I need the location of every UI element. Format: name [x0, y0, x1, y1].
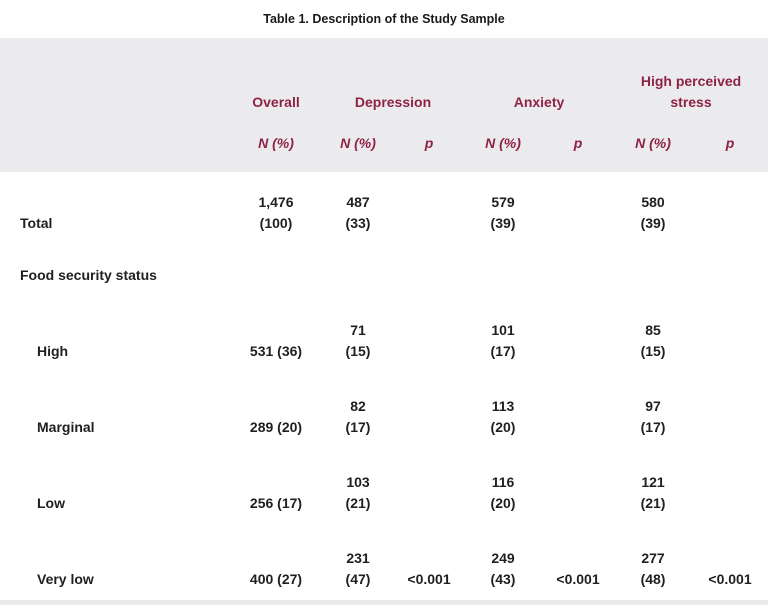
cell-depression-n: 82 (17) — [345, 398, 371, 435]
cell-stress-n: 277 (48) — [640, 550, 666, 587]
cell-stress-p — [692, 296, 768, 372]
cell-stress-p — [692, 244, 768, 296]
table-row-low: Low 256 (17) 103 (21) 116 (20) 121 (21) — [0, 448, 768, 524]
col-group-depression: Depression — [322, 38, 464, 122]
cell-depression-n: 487 (33) — [345, 194, 371, 231]
cell-depression-p — [394, 172, 464, 244]
cell-anxiety-n: 101 (17) — [490, 322, 516, 359]
label-column-header — [0, 38, 230, 122]
section-label: Food security status — [20, 267, 157, 283]
col-group-stress: High perceived stress — [614, 38, 768, 122]
cell-stress-p — [692, 448, 768, 524]
cell-anxiety-p — [542, 296, 614, 372]
table-row-very-low: Very low 400 (27) 231 (47) <0.001 249 (4… — [0, 524, 768, 600]
subheader-depression-p: p — [394, 122, 464, 172]
cell-anxiety-p — [542, 244, 614, 296]
cell-overall: 289 (20) — [249, 419, 303, 435]
cell-stress-n: 121 (21) — [640, 474, 666, 511]
col-group-stress-label: High perceived stress — [640, 73, 742, 110]
cell-anxiety-p — [542, 372, 614, 448]
cell-depression-p — [394, 296, 464, 372]
cell-depression-n — [322, 244, 394, 296]
subheader-overall-n: N (%) — [230, 122, 322, 172]
cell-stress-n: 97 (17) — [640, 398, 666, 435]
subheader-anxiety-n: N (%) — [464, 122, 542, 172]
table-header: Overall Depression Anxiety High perceive… — [0, 38, 768, 172]
subheader-empty — [0, 122, 230, 172]
row-label: Low — [37, 495, 65, 511]
row-label: Marginal — [37, 419, 95, 435]
col-group-overall: Overall — [230, 38, 322, 122]
cell-anxiety-n: 579 (39) — [490, 194, 516, 231]
cell-anxiety-n: 116 (20) — [490, 474, 516, 511]
table-body: Total 1,476 (100) 487 (33) 579 (39) 580 … — [0, 172, 768, 600]
table-row-high: High 531 (36) 71 (15) 101 (17) 85 (15) — [0, 296, 768, 372]
cell-overall — [230, 244, 322, 296]
cell-anxiety-p — [542, 448, 614, 524]
cell-stress-p: <0.001 — [708, 571, 752, 587]
cell-depression-n: 71 (15) — [345, 322, 371, 359]
row-label: High — [37, 343, 69, 359]
cell-depression-p — [394, 244, 464, 296]
cell-depression-n: 103 (21) — [345, 474, 371, 511]
cell-depression-n: 231 (47) — [345, 550, 371, 587]
row-label: Total — [20, 215, 53, 231]
subheader-row: N (%) N (%) p N (%) p N (%) p — [0, 122, 768, 172]
cell-anxiety-n: 249 (43) — [490, 550, 516, 587]
bottom-divider — [0, 600, 768, 605]
cell-stress-n — [614, 244, 692, 296]
cell-overall: 531 (36) — [249, 343, 303, 359]
cell-stress-p — [692, 372, 768, 448]
table-row-total: Total 1,476 (100) 487 (33) 579 (39) 580 … — [0, 172, 768, 244]
cell-depression-p — [394, 372, 464, 448]
cell-overall: 1,476 (100) — [258, 194, 294, 231]
cell-depression-p: <0.001 — [407, 571, 451, 587]
table-row-marginal: Marginal 289 (20) 82 (17) 113 (20) 97 (1… — [0, 372, 768, 448]
col-group-anxiety: Anxiety — [464, 38, 615, 122]
subheader-stress-p: p — [692, 122, 768, 172]
cell-anxiety-p: <0.001 — [556, 571, 600, 587]
table-row-section-food-security: Food security status — [0, 244, 768, 296]
table-title: Table 1. Description of the Study Sample — [263, 12, 505, 26]
study-sample-table: Overall Depression Anxiety High perceive… — [0, 38, 768, 600]
subheader-depression-n: N (%) — [322, 122, 394, 172]
cell-anxiety-p — [542, 172, 614, 244]
cell-stress-n: 580 (39) — [640, 194, 666, 231]
cell-anxiety-n: 113 (20) — [490, 398, 516, 435]
subheader-stress-n: N (%) — [614, 122, 693, 172]
cell-stress-p — [692, 172, 768, 244]
cell-overall: 400 (27) — [249, 571, 303, 587]
cell-depression-p — [394, 448, 464, 524]
cell-anxiety-n — [464, 244, 542, 296]
cell-overall: 256 (17) — [249, 495, 303, 511]
cell-stress-n: 85 (15) — [640, 322, 666, 359]
subheader-anxiety-p: p — [542, 122, 615, 172]
row-label: Very low — [37, 571, 94, 587]
column-group-row: Overall Depression Anxiety High perceive… — [0, 38, 768, 122]
